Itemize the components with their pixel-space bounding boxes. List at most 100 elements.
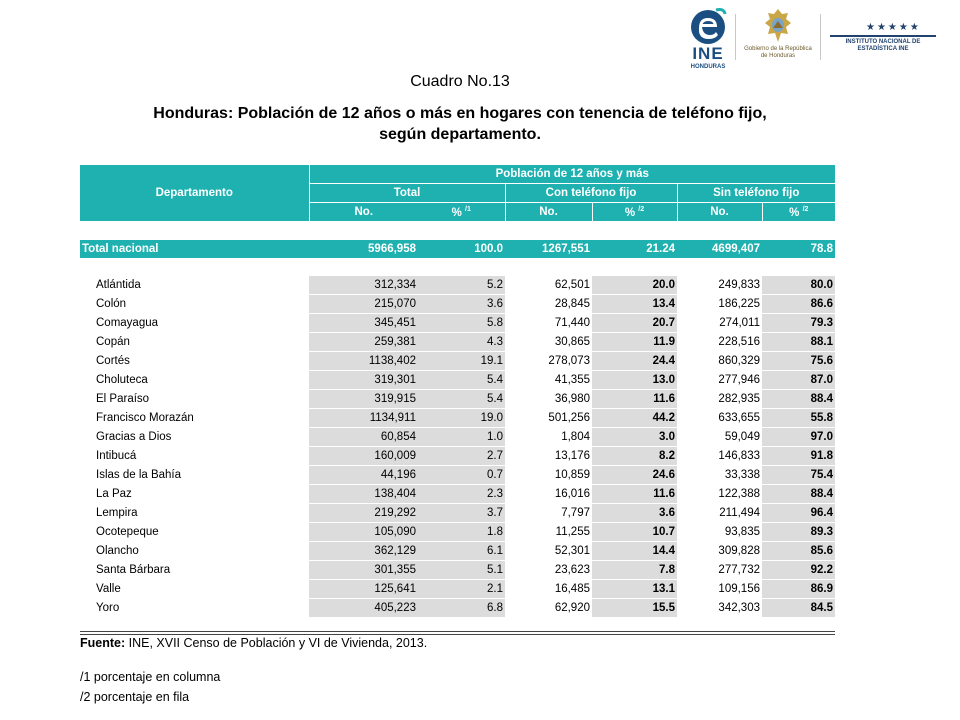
cell: 342,303: [677, 598, 762, 618]
cell: 5.8: [418, 313, 505, 333]
cell: 8.2: [592, 446, 677, 466]
cell: 89.3: [762, 522, 836, 542]
cell: 62,501: [505, 275, 592, 295]
cell: 100.0: [418, 239, 505, 258]
cell: 19.0: [418, 408, 505, 428]
table-title-line1: Honduras: Población de 12 años o más en …: [153, 105, 767, 122]
cell: 3.7: [418, 503, 505, 523]
table-row: Ocotepeque 105,090 1.8 11,255 10.7 93,835 89.3: [80, 522, 836, 542]
table-row: Francisco Morazán 1134,911 19.0 501,256 44.2…: [80, 408, 836, 428]
cell: 138,404: [309, 484, 418, 504]
cell: 33,338: [677, 465, 762, 485]
cell: 23,623: [505, 560, 592, 580]
cell: 30,865: [505, 332, 592, 352]
footer-rule: [80, 631, 835, 632]
cell: 122,388: [677, 484, 762, 504]
table-row: Olancho 362,129 6.1 52,301 14.4 309,828 85.6: [80, 541, 836, 561]
cell: 84.5: [762, 598, 836, 618]
cell: 2.1: [418, 579, 505, 599]
table-row: Islas de la Bahía 44,196 0.7 10,859 24.6 33,3…: [80, 465, 836, 485]
department-name: Ocotepeque: [80, 522, 309, 542]
cell: 60,854: [309, 427, 418, 447]
cell: 62,920: [505, 598, 592, 618]
cell: 75.4: [762, 465, 836, 485]
cell: 44.2: [592, 408, 677, 428]
cell: 7.8: [592, 560, 677, 580]
department-name: Comayagua: [80, 313, 309, 333]
footnote-1: /1 porcentaje en columna: [80, 670, 221, 684]
department-name: Intibucá: [80, 446, 309, 466]
cell: 14.4: [592, 541, 677, 561]
header-sin-telefono: Sin teléfono fijo: [676, 183, 836, 203]
cell: 1.8: [418, 522, 505, 542]
cell: 11,255: [505, 522, 592, 542]
cell: 5.4: [418, 370, 505, 390]
cell: 24.6: [592, 465, 677, 485]
coat-of-arms-icon: [765, 9, 791, 42]
cell: 87.0: [762, 370, 836, 390]
table-row: Cortés 1138,402 19.1 278,073 24.4 860,329 75.6: [80, 351, 836, 371]
department-name: Islas de la Bahía: [80, 465, 309, 485]
gobierno-logo-text: Gobierno de la República de Honduras: [744, 46, 812, 59]
footer-rule: [80, 634, 835, 635]
cell: 16,485: [505, 579, 592, 599]
cuadro-title: Cuadro No.13: [410, 73, 510, 90]
cell: 6.1: [418, 541, 505, 561]
source-note: Fuente: INE, XVII Censo de Población y V…: [80, 636, 428, 650]
cell: 13.0: [592, 370, 677, 390]
table-row: Gracias a Dios 60,854 1.0 1,804 3.0 59,049 97.…: [80, 427, 836, 447]
stars-icon: ★★★★★: [866, 22, 921, 33]
cell: 55.8: [762, 408, 836, 428]
department-name: Choluteca: [80, 370, 309, 390]
total-label: Total nacional: [80, 239, 309, 258]
header-no: No.: [676, 202, 762, 221]
cell: 2.3: [418, 484, 505, 504]
cell: 86.9: [762, 579, 836, 599]
total-row: Total nacional 5966,958 100.0 1267,551 2…: [80, 239, 836, 258]
cell: 11.9: [592, 332, 677, 352]
logo-divider: [735, 14, 736, 60]
cell: 319,915: [309, 389, 418, 409]
ine-e-icon: [691, 8, 727, 44]
cell: 4.3: [418, 332, 505, 352]
cell: 5.2: [418, 275, 505, 295]
cell: 10,859: [505, 465, 592, 485]
cell: 249,833: [677, 275, 762, 295]
cell: 259,381: [309, 332, 418, 352]
cell: 91.8: [762, 446, 836, 466]
department-name: Copán: [80, 332, 309, 352]
department-name: Francisco Morazán: [80, 408, 309, 428]
cell: 5.1: [418, 560, 505, 580]
department-name: Valle: [80, 579, 309, 599]
cell: 79.3: [762, 313, 836, 333]
header-no: No.: [309, 202, 418, 221]
data-table: Departamento Población de 12 años y más …: [80, 165, 836, 618]
table-row: Choluteca 319,301 5.4 41,355 13.0 277,946 87.0: [80, 370, 836, 390]
cell: 88.4: [762, 484, 836, 504]
cell: 633,655: [677, 408, 762, 428]
header-pct: % /2: [591, 202, 677, 221]
department-name: Lempira: [80, 503, 309, 523]
table-row: Valle 125,641 2.1 16,485 13.1 109,156 86.9: [80, 579, 836, 599]
department-name: Colón: [80, 294, 309, 314]
cell: 36,980: [505, 389, 592, 409]
table-row: Lempira 219,292 3.7 7,797 3.6 211,494 96.4: [80, 503, 836, 523]
cell: 1138,402: [309, 351, 418, 371]
cell: 1,804: [505, 427, 592, 447]
cell: 228,516: [677, 332, 762, 352]
cell: 93,835: [677, 522, 762, 542]
cell: 219,292: [309, 503, 418, 523]
cell: 13.4: [592, 294, 677, 314]
cell: 88.1: [762, 332, 836, 352]
cell: 80.0: [762, 275, 836, 295]
cell: 3.0: [592, 427, 677, 447]
cell: 3.6: [418, 294, 505, 314]
department-name: El Paraíso: [80, 389, 309, 409]
cell: 41,355: [505, 370, 592, 390]
cell: 88.4: [762, 389, 836, 409]
logo-divider: [820, 14, 821, 60]
table-row: Intibucá 160,009 2.7 13,176 8.2 146,833 91.8: [80, 446, 836, 466]
cell: 11.6: [592, 484, 677, 504]
table-title: Honduras: Población de 12 años o más en …: [0, 103, 920, 145]
cell: 1267,551: [505, 239, 592, 258]
